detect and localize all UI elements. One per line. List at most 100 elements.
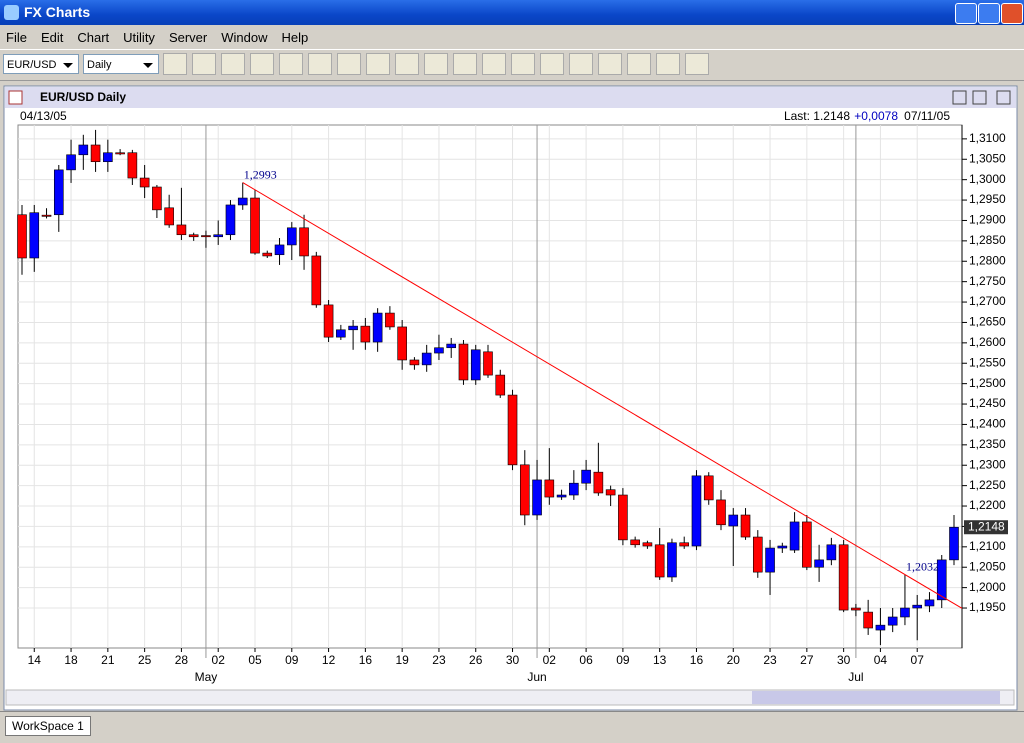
toolbar-button[interactable] bbox=[540, 53, 564, 75]
x-tick-label: 19 bbox=[395, 653, 409, 667]
y-tick-label: 1,2350 bbox=[969, 437, 1006, 451]
y-tick-label: 1,2650 bbox=[969, 315, 1006, 329]
candle-body bbox=[90, 144, 101, 163]
toolbar-button[interactable] bbox=[424, 53, 448, 75]
candle-body bbox=[654, 544, 665, 578]
candle-body bbox=[887, 616, 898, 626]
toolbar-button[interactable] bbox=[221, 53, 245, 75]
x-tick-label: 16 bbox=[359, 653, 373, 667]
symbol-combo[interactable]: EUR/USD bbox=[3, 54, 79, 74]
candle-body bbox=[262, 252, 273, 257]
x-tick-label: 23 bbox=[763, 653, 777, 667]
candle-body bbox=[752, 536, 763, 573]
scroll-thumb[interactable] bbox=[752, 691, 1000, 704]
candle-body bbox=[17, 214, 27, 259]
candle-body bbox=[949, 526, 959, 561]
month-label: May bbox=[195, 670, 218, 684]
candle-body bbox=[372, 312, 383, 343]
toolbar-button[interactable] bbox=[337, 53, 361, 75]
candle-body bbox=[691, 475, 702, 547]
candle-body bbox=[777, 545, 788, 549]
chart-window-title: EUR/USD Daily bbox=[40, 90, 126, 104]
menu-item[interactable]: File bbox=[6, 29, 27, 45]
undock-button[interactable] bbox=[952, 90, 967, 105]
candle-body bbox=[385, 312, 395, 328]
candle-body bbox=[323, 304, 334, 338]
candle-body bbox=[924, 599, 935, 607]
y-tick-label: 1,3050 bbox=[969, 151, 1006, 165]
candle-body bbox=[716, 499, 726, 526]
y-tick-label: 1,2200 bbox=[969, 498, 1006, 512]
menu-item[interactable]: Edit bbox=[40, 29, 64, 45]
menu-item[interactable]: Utility bbox=[123, 29, 155, 45]
candle-body bbox=[936, 559, 947, 601]
trend-label: 1,2032 bbox=[906, 559, 939, 573]
candle-body bbox=[164, 207, 174, 226]
menu-bar: File Edit Chart Utility Server Window Help bbox=[0, 26, 1024, 48]
minimize-button[interactable] bbox=[955, 3, 977, 24]
toolbar-button[interactable] bbox=[250, 53, 274, 75]
toolbar-button[interactable] bbox=[685, 53, 709, 75]
x-tick-label: 30 bbox=[837, 653, 851, 667]
candle-body bbox=[630, 539, 640, 546]
toolbar-button[interactable] bbox=[598, 53, 622, 75]
period-combo[interactable]: Daily bbox=[83, 54, 159, 74]
candle-body bbox=[814, 559, 824, 568]
menu-item[interactable]: Help bbox=[281, 29, 309, 45]
period: Daily bbox=[87, 59, 112, 71]
toolbar-button[interactable] bbox=[395, 53, 419, 75]
candle-body bbox=[532, 479, 542, 516]
y-tick-label: 1,2300 bbox=[969, 457, 1006, 471]
candle-body bbox=[286, 227, 297, 246]
y-tick-label: 1,1950 bbox=[969, 600, 1006, 614]
candle-body bbox=[618, 494, 628, 541]
title-bar: FX Charts bbox=[0, 0, 1024, 25]
candle-body bbox=[434, 347, 444, 354]
x-tick-label: 21 bbox=[101, 653, 115, 667]
toolbar-button[interactable] bbox=[569, 53, 593, 75]
candle-body bbox=[703, 475, 714, 501]
y-tick-label: 1,2550 bbox=[969, 355, 1006, 369]
app-icon bbox=[4, 5, 19, 20]
candle-body bbox=[507, 394, 518, 466]
toolbar-button[interactable] bbox=[453, 53, 477, 75]
toolbar-button[interactable] bbox=[279, 53, 303, 75]
toolbar-button[interactable] bbox=[366, 53, 390, 75]
candle-body bbox=[53, 169, 64, 216]
menu-item[interactable]: Chart bbox=[77, 29, 110, 45]
menu-item[interactable]: Server bbox=[168, 29, 208, 45]
candle-body bbox=[103, 152, 113, 163]
candle-body bbox=[900, 607, 910, 618]
x-tick-label: 27 bbox=[800, 653, 814, 667]
toolbar-button[interactable] bbox=[511, 53, 535, 75]
toolbar-button[interactable] bbox=[656, 53, 680, 75]
close-button[interactable] bbox=[1001, 3, 1023, 24]
candle-body bbox=[470, 349, 481, 381]
candle-body bbox=[740, 514, 751, 538]
last-price: Last: 1.2148 bbox=[784, 109, 850, 123]
toolbar-button[interactable] bbox=[308, 53, 332, 75]
candle-body bbox=[29, 212, 40, 259]
candle-body bbox=[139, 177, 150, 188]
candle-body bbox=[483, 351, 493, 376]
x-tick-label: 13 bbox=[653, 653, 667, 667]
y-tick-label: 1,2050 bbox=[969, 559, 1006, 573]
x-tick-label: 23 bbox=[432, 653, 446, 667]
candle-body bbox=[176, 224, 187, 236]
toolbar-button[interactable] bbox=[192, 53, 216, 75]
maximize-button[interactable] bbox=[978, 3, 1000, 24]
toolbar-button[interactable] bbox=[163, 53, 187, 75]
toolbar: EUR/USD Daily bbox=[0, 49, 1024, 81]
close-chart-button[interactable] bbox=[996, 90, 1011, 105]
candle-body bbox=[838, 544, 849, 611]
candle-body bbox=[642, 542, 653, 547]
toolbar-button[interactable] bbox=[482, 53, 506, 75]
candle-body bbox=[152, 186, 162, 211]
menu-item[interactable]: Window bbox=[221, 29, 268, 45]
workspace-tab[interactable]: WorkSpace 1 bbox=[5, 716, 91, 736]
x-tick-label: 04 bbox=[874, 653, 888, 667]
toolbar-button[interactable] bbox=[627, 53, 651, 75]
restore-button[interactable] bbox=[972, 90, 987, 105]
candle-body bbox=[765, 547, 775, 573]
candle-body bbox=[213, 234, 224, 238]
